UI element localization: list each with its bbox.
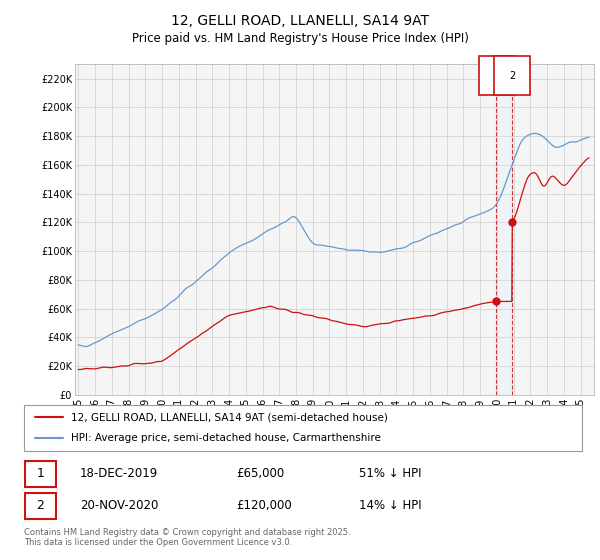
Text: 51% ↓ HPI: 51% ↓ HPI — [359, 467, 421, 480]
Text: 18-DEC-2019: 18-DEC-2019 — [80, 467, 158, 480]
Text: 12, GELLI ROAD, LLANELLI, SA14 9AT: 12, GELLI ROAD, LLANELLI, SA14 9AT — [171, 14, 429, 28]
Text: 12, GELLI ROAD, LLANELLI, SA14 9AT (semi-detached house): 12, GELLI ROAD, LLANELLI, SA14 9AT (semi… — [71, 412, 388, 422]
Text: £120,000: £120,000 — [236, 499, 292, 512]
Text: 1: 1 — [493, 71, 499, 81]
FancyBboxPatch shape — [24, 405, 582, 451]
Text: 2: 2 — [509, 71, 515, 81]
FancyBboxPatch shape — [25, 461, 56, 487]
Text: Price paid vs. HM Land Registry's House Price Index (HPI): Price paid vs. HM Land Registry's House … — [131, 32, 469, 45]
Text: 14% ↓ HPI: 14% ↓ HPI — [359, 499, 421, 512]
Bar — [496, 64, 512, 395]
Text: 20-NOV-2020: 20-NOV-2020 — [80, 499, 158, 512]
Text: Contains HM Land Registry data © Crown copyright and database right 2025.
This d: Contains HM Land Registry data © Crown c… — [24, 528, 350, 547]
FancyBboxPatch shape — [25, 493, 56, 519]
Text: 2: 2 — [37, 499, 44, 512]
Text: 1: 1 — [37, 467, 44, 480]
Text: £65,000: £65,000 — [236, 467, 284, 480]
Text: HPI: Average price, semi-detached house, Carmarthenshire: HPI: Average price, semi-detached house,… — [71, 433, 382, 444]
